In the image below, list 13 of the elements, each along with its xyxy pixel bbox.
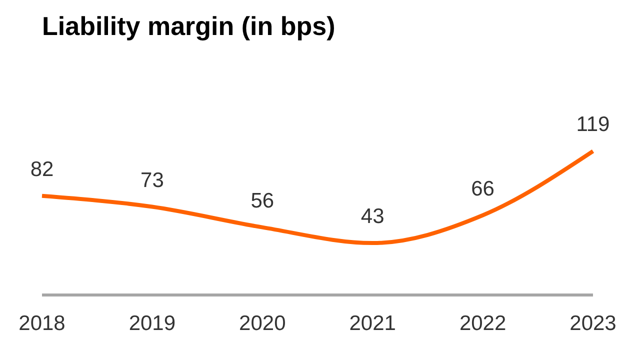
data-label: 43: [360, 205, 384, 228]
data-label: 119: [576, 113, 610, 136]
data-label: 82: [30, 158, 54, 181]
x-tick-label: 2022: [459, 312, 506, 335]
x-tick-label: 2020: [239, 312, 286, 335]
x-tick-label: 2019: [128, 312, 176, 335]
x-tick-label: 2023: [570, 312, 616, 335]
x-tick-label: 2021: [349, 312, 396, 335]
data-label: 73: [140, 168, 164, 192]
data-label: 56: [250, 189, 274, 212]
chart-title: Liability margin (in bps): [41, 10, 336, 43]
data-label: 66: [471, 177, 494, 200]
x-tick-label: 2018: [18, 312, 66, 335]
